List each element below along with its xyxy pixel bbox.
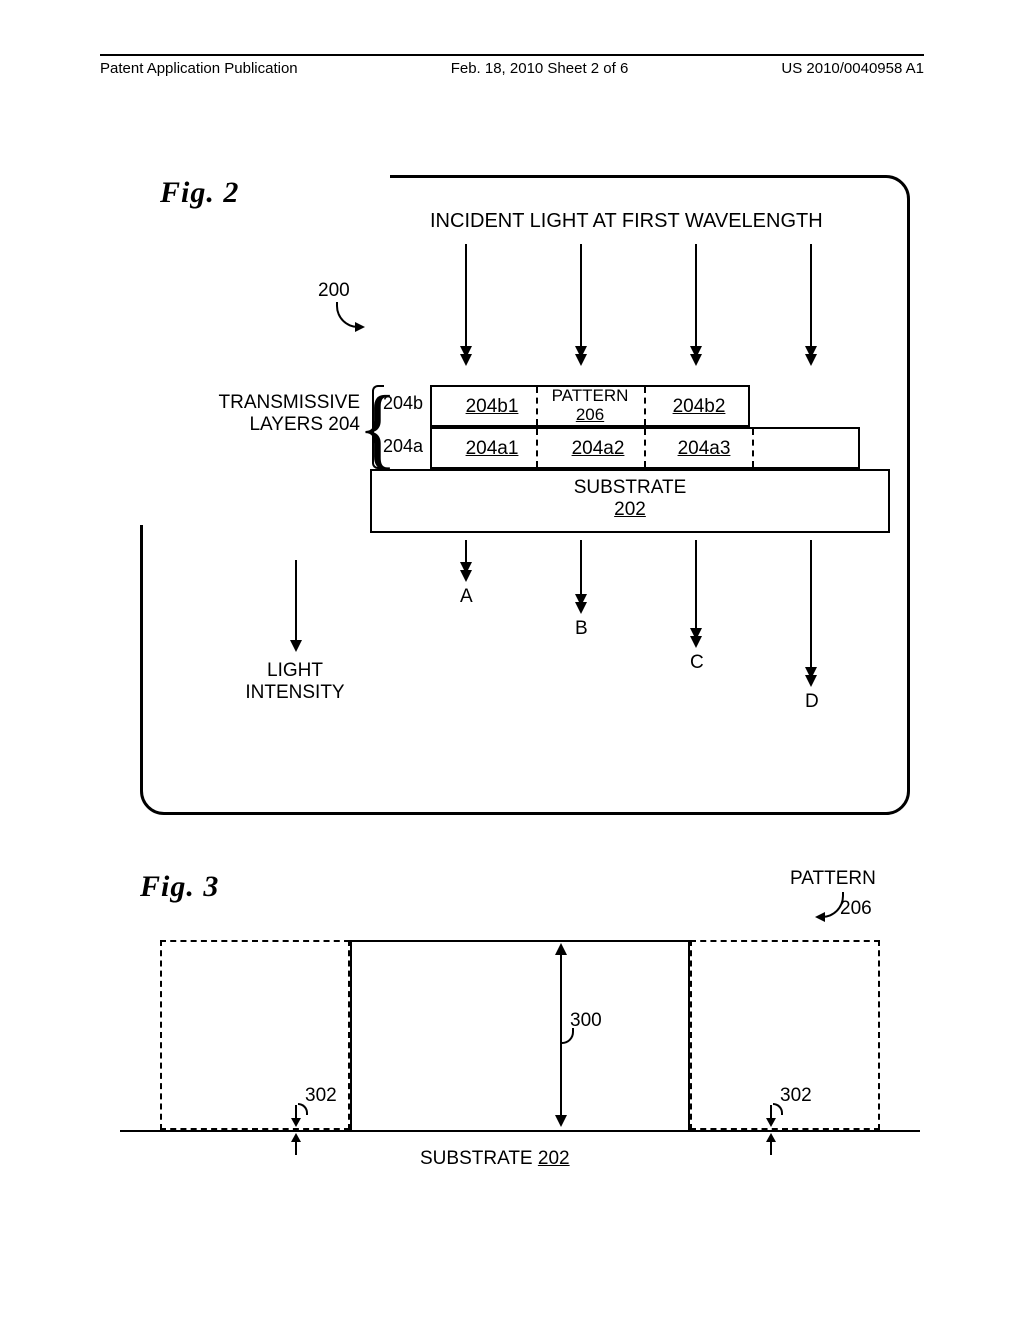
out-arrow-C (695, 540, 697, 646)
incident-arrow-1 (465, 244, 467, 364)
light-intensity-arrow (295, 560, 297, 650)
incident-light-label: INCIDENT LIGHT AT FIRST WAVELENGTH (430, 210, 823, 233)
dash-b2 (644, 387, 646, 425)
dash-a3 (752, 429, 754, 467)
out-arrow-D (810, 540, 812, 685)
cell-204a3: 204a3 (664, 438, 744, 460)
fig3-ref-302-left: 302 (305, 1085, 337, 1107)
cell-pattern-206: PATTERN 206 (540, 386, 640, 424)
fig3-ref-206: 206 (840, 898, 872, 920)
dash-b1 (536, 387, 538, 425)
incident-arrow-4 (810, 244, 812, 364)
out-arrow-B (580, 540, 582, 612)
out-label-B: B (575, 618, 588, 640)
incident-arrow-2 (580, 244, 582, 364)
header-left: Patent Application Publication (100, 60, 298, 77)
dash-a2 (644, 429, 646, 467)
fig3-substrate-label: SUBSTRATE 202 (420, 1148, 570, 1170)
fig3-302-right-up (770, 1135, 772, 1155)
transmissive-layers-label: TRANSMISSIVE LAYERS 204 (190, 392, 360, 436)
header-right: US 2010/0040958 A1 (781, 60, 924, 77)
fig3-solid-mid (350, 940, 690, 1130)
cell-204a2: 204a2 (558, 438, 638, 460)
substrate-label: SUBSTRATE 202 (370, 477, 890, 521)
fig3-pattern-label: PATTERN (790, 868, 876, 890)
fig3-ref-300: 300 (570, 1010, 602, 1032)
fig3-302-left-up (295, 1135, 297, 1155)
light-intensity-label: LIGHT INTENSITY (240, 660, 350, 704)
cell-204a1: 204a1 (452, 438, 532, 460)
dash-a1 (536, 429, 538, 467)
out-label-A: A (460, 586, 473, 608)
out-arrow-A (465, 540, 467, 580)
cell-204b2: 204b2 (654, 396, 744, 418)
out-label-C: C (690, 652, 704, 674)
cell-204b1: 204b1 (452, 396, 532, 418)
out-label-D: D (805, 691, 819, 713)
header-center: Feb. 18, 2010 Sheet 2 of 6 (451, 60, 629, 77)
ref-200: 200 (318, 280, 350, 302)
patent-header: Patent Application Publication Feb. 18, … (100, 54, 924, 77)
fig3-label: Fig. 3 (140, 870, 219, 904)
fig3-baseline (120, 1130, 920, 1132)
fig3-gap-left (160, 1120, 350, 1130)
fig3-ref-302-right: 302 (780, 1085, 812, 1107)
fig3-gap-right (690, 1120, 880, 1130)
incident-arrow-3 (695, 244, 697, 364)
